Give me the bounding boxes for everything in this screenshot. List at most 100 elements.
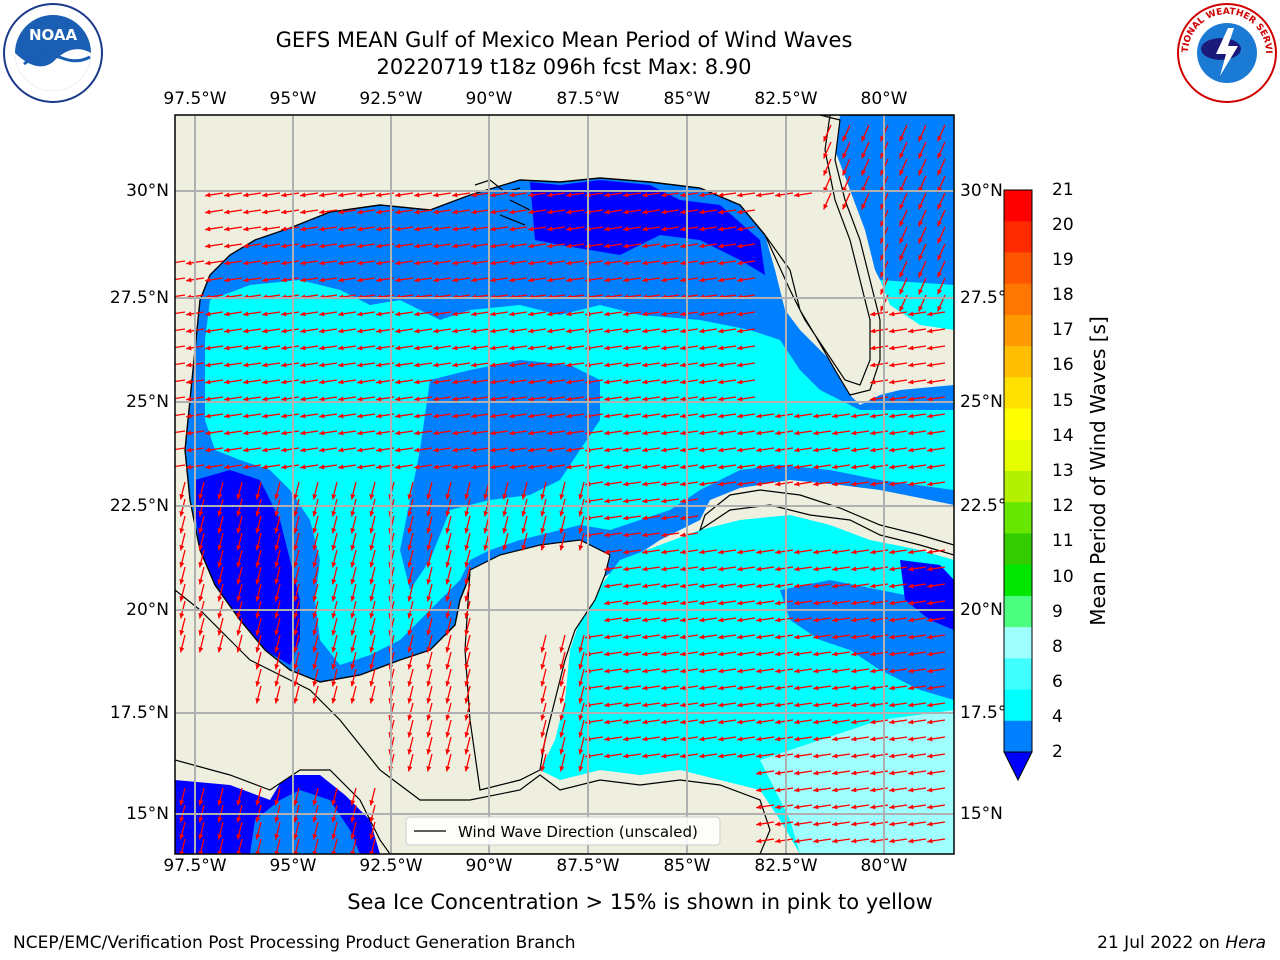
sea-ice-caption: Sea Ice Concentration > 15% is shown in … xyxy=(347,890,933,914)
colorbar-tick: 16 xyxy=(1052,355,1074,375)
wave-arrow-head xyxy=(680,243,686,249)
wave-arrow-head xyxy=(407,698,413,704)
wave-arrow-head xyxy=(718,753,724,759)
colorbar-segment xyxy=(1004,377,1032,410)
wave-arrow-head xyxy=(471,413,477,419)
colorbar-segment xyxy=(1004,564,1032,597)
wave-arrow-head xyxy=(357,447,363,453)
wave-arrow-head xyxy=(851,787,857,793)
lat-label: 15°N xyxy=(126,804,169,824)
wave-arrow-head xyxy=(243,362,249,368)
wave-arrow-head xyxy=(502,545,508,551)
wave-arrow-head xyxy=(357,260,363,266)
wave-arrow-head xyxy=(186,362,192,368)
wave-arrow-head xyxy=(179,596,185,602)
wave-arrow-head xyxy=(737,311,743,317)
wave-arrow-head xyxy=(357,362,363,368)
wave-arrow-head xyxy=(756,600,762,606)
wave-arrow-head xyxy=(179,630,185,636)
wave-arrow-head xyxy=(369,664,375,670)
wave-arrow-head xyxy=(737,362,743,368)
wave-arrow-head xyxy=(604,515,610,521)
wave-arrow-head xyxy=(464,494,470,500)
wave-arrow-head xyxy=(205,413,211,419)
wave-arrow-head xyxy=(312,647,318,653)
wave-arrow-head xyxy=(889,821,895,827)
wave-arrow-head xyxy=(889,583,895,589)
wave-arrow-head xyxy=(680,600,686,606)
wave-arrow-head xyxy=(224,209,230,215)
wave-arrow-head xyxy=(578,681,584,687)
wave-arrow-head xyxy=(870,447,876,453)
wave-arrow-head xyxy=(243,226,249,232)
wave-arrow-head xyxy=(889,447,895,453)
wave-arrow-head xyxy=(281,345,287,351)
wave-arrow-head xyxy=(642,447,648,453)
wave-arrow-head xyxy=(274,800,280,806)
wave-arrow-head xyxy=(198,545,204,551)
wave-arrow-head xyxy=(319,209,325,215)
wave-arrow-head xyxy=(566,464,572,470)
lat-label: 20°N xyxy=(126,600,169,620)
wave-arrow-head xyxy=(217,834,223,840)
wave-arrow-head xyxy=(167,277,172,282)
wave-arrow-head xyxy=(566,311,572,317)
wave-arrow-head xyxy=(642,379,648,385)
wave-arrow-head xyxy=(186,430,192,436)
wave-arrow-head xyxy=(718,379,724,385)
wave-arrow-head xyxy=(433,413,439,419)
wave-arrow-head xyxy=(312,613,318,619)
wave-arrow-head xyxy=(274,834,280,840)
wave-arrow-head xyxy=(490,311,496,317)
wave-arrow-head xyxy=(870,464,876,470)
colorbar-segment xyxy=(1004,408,1032,441)
wave-arrow-head xyxy=(832,617,838,623)
wave-arrow-head xyxy=(262,209,268,215)
wave-arrow-head xyxy=(414,362,420,368)
wave-arrow-head xyxy=(832,464,838,470)
wave-arrow-head xyxy=(312,834,318,840)
wave-arrow-head xyxy=(312,596,318,602)
wave-arrow-head xyxy=(300,226,306,232)
wave-arrow-head xyxy=(281,430,287,436)
wave-arrow-head xyxy=(407,596,413,602)
wave-arrow-head xyxy=(908,600,914,606)
wave-arrow-head xyxy=(376,277,382,283)
wave-arrow-head xyxy=(198,562,204,568)
colorbar-label: Mean Period of Wind Waves [s] xyxy=(1086,316,1110,626)
wave-arrow-head xyxy=(918,135,924,142)
wave-arrow-head xyxy=(224,260,230,266)
wave-arrow-head xyxy=(357,243,363,249)
wave-arrow-head xyxy=(908,583,914,589)
wave-arrow-head xyxy=(179,562,185,568)
wave-arrow-head xyxy=(604,209,610,215)
wave-arrow-head xyxy=(376,243,382,249)
wave-arrow-head xyxy=(680,702,686,708)
wave-arrow-head xyxy=(509,447,515,453)
wave-arrow-head xyxy=(319,379,325,385)
wave-arrow-head xyxy=(338,379,344,385)
wave-arrow-head xyxy=(198,834,204,840)
wave-arrow-head xyxy=(433,311,439,317)
wave-arrow-head xyxy=(851,634,857,640)
wave-arrow-head xyxy=(918,220,924,227)
wave-arrow-head xyxy=(794,804,800,810)
wave-arrow-head xyxy=(794,430,800,436)
wave-arrow-head xyxy=(775,668,781,674)
wave-arrow-head xyxy=(851,617,857,623)
wave-arrow-head xyxy=(604,498,610,504)
wave-arrow-head xyxy=(680,209,686,215)
wave-arrow-head xyxy=(604,277,610,283)
wave-arrow-head xyxy=(756,804,762,810)
wave-arrow-head xyxy=(823,169,829,176)
wave-arrow-head xyxy=(642,617,648,623)
wave-arrow-head xyxy=(937,152,943,159)
wave-arrow-head xyxy=(566,345,572,351)
wave-arrow-head xyxy=(490,226,496,232)
wave-arrow-head xyxy=(167,362,172,367)
wave-arrow-head xyxy=(718,719,724,725)
wave-arrow-head xyxy=(395,226,401,232)
wave-arrow-head xyxy=(889,617,895,623)
colorbar-segment xyxy=(1004,533,1032,566)
wave-arrow-head xyxy=(927,719,933,725)
